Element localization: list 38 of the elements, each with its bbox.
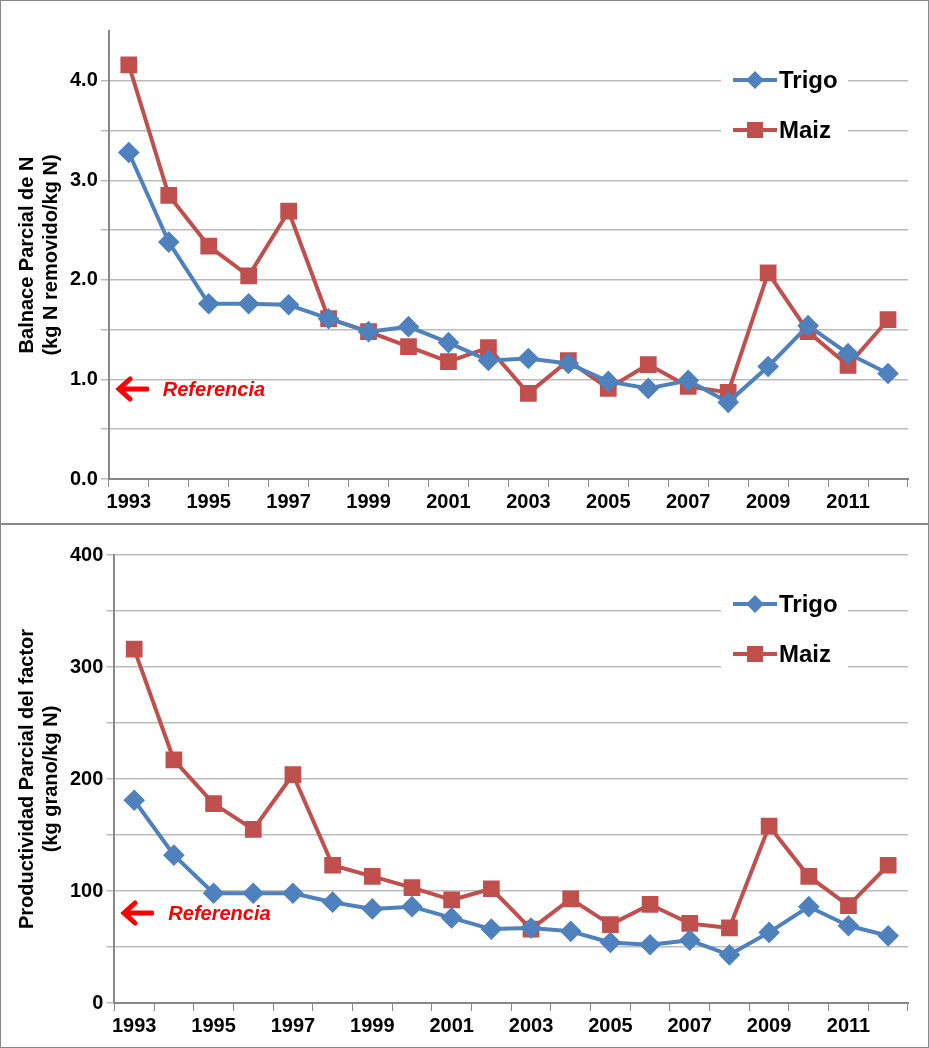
- x-tick-label: 1999: [346, 489, 391, 512]
- x-tick-label: 1997: [266, 489, 311, 512]
- y-axis-title: Balnace Parcial de N (kg N removido/kg N): [14, 154, 61, 356]
- x-tick-label: 2003: [508, 1013, 554, 1036]
- legend-label: Trigo: [779, 66, 838, 94]
- x-tick-label: 1999: [350, 1013, 395, 1036]
- y-tick-label: 0: [92, 990, 104, 1013]
- legend-label: Maiz: [779, 640, 832, 668]
- x-tick-label: 2001: [426, 489, 471, 512]
- y-tick-label: 3.0: [69, 167, 98, 190]
- x-tick-label: 1997: [270, 1013, 316, 1036]
- x-tick-label: 1993: [106, 489, 152, 512]
- x-tick-label: 1995: [186, 489, 231, 512]
- annotation: Referencia: [168, 901, 271, 925]
- y-axis-title: Productividad Parcial del factor (kg grano/kg N): [14, 628, 61, 930]
- y-tick-label: 300: [69, 654, 104, 677]
- legend-label: Trigo: [779, 590, 838, 618]
- x-tick-label: 1995: [191, 1013, 236, 1036]
- x-tick-label: 2009: [745, 489, 791, 512]
- x-tick-label: 2001: [429, 1013, 474, 1036]
- y-tick-label: 2.0: [69, 267, 98, 290]
- y-tick-label: 4.0: [69, 68, 98, 91]
- legend-label: Maiz: [779, 116, 832, 144]
- x-tick-label: 2003: [506, 489, 551, 512]
- annotation: Referencia: [162, 377, 266, 401]
- y-tick-label: 200: [69, 766, 104, 789]
- x-tick-label: 2007: [667, 1013, 712, 1036]
- x-tick-label: 2007: [665, 489, 711, 512]
- x-tick-label: 2011: [826, 489, 870, 512]
- y-tick-label: 100: [69, 878, 104, 901]
- x-tick-label: 2005: [586, 489, 631, 512]
- x-tick-label: 1993: [111, 1013, 157, 1036]
- x-tick-label: 2011: [826, 1013, 871, 1036]
- y-tick-label: 1.0: [69, 366, 98, 389]
- x-tick-label: 2009: [746, 1013, 792, 1036]
- y-tick-label: 0.0: [69, 466, 98, 489]
- y-tick-label: 400: [69, 542, 104, 565]
- x-tick-label: 2005: [588, 1013, 633, 1036]
